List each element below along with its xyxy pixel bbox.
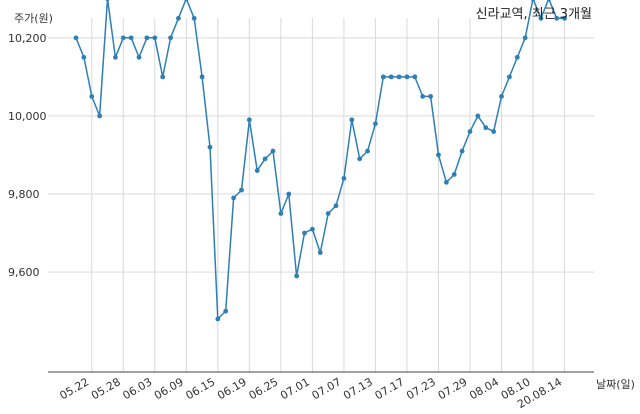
x-tick-label: 07.01: [278, 375, 312, 402]
x-tick-label: 05.22: [57, 375, 91, 402]
data-point: [89, 94, 95, 99]
series-line-layer: [75, 0, 565, 320]
y-axis-title: 주가(원): [14, 12, 53, 25]
data-point: [207, 144, 213, 150]
data-point: [97, 113, 103, 119]
data-point: [554, 15, 560, 21]
data-point: [144, 35, 150, 41]
data-point: [341, 175, 347, 181]
data-point: [530, 0, 536, 2]
data-point: [546, 0, 551, 2]
data-point: [168, 35, 173, 41]
data-point: [373, 121, 378, 127]
data-point: [294, 273, 300, 279]
data-point: [325, 211, 331, 216]
data-point: [412, 74, 418, 80]
y-tick-label: 9,800: [8, 188, 40, 201]
data-point: [396, 74, 402, 80]
data-point: [81, 54, 87, 60]
data-point: [538, 15, 544, 21]
data-point: [428, 94, 433, 99]
data-point: [191, 15, 197, 21]
data-point: [246, 117, 252, 123]
grid-lines: [48, 18, 594, 372]
data-point: [105, 0, 110, 2]
x-tick-label: 08.04: [467, 375, 501, 402]
data-point: [317, 250, 323, 255]
data-point: [475, 113, 481, 119]
x-tick-label: 07.29: [436, 375, 470, 402]
data-point: [514, 54, 520, 60]
data-point: [333, 203, 339, 209]
data-point: [239, 187, 244, 193]
data-point: [73, 35, 79, 41]
data-point: [215, 316, 221, 322]
data-point: [160, 74, 166, 80]
y-tick-label: 10,200: [8, 32, 47, 45]
data-point: [491, 129, 497, 134]
data-point: [467, 129, 473, 134]
data-point: [310, 226, 315, 232]
data-point: [120, 35, 126, 41]
x-tick-label: 06.09: [152, 375, 186, 402]
data-point: [499, 94, 504, 99]
y-tick-labels: 9,600 9,800 10,000 10,200: [8, 32, 47, 279]
x-tick-labels: 05.2205.2806.0306.0906.1506.1906.2507.01…: [57, 375, 564, 411]
x-tick-label: 07.13: [341, 375, 375, 402]
x-tick-label: 06.03: [121, 375, 155, 402]
data-point: [507, 74, 512, 80]
data-point: [451, 172, 457, 177]
x-tick-label: 06.25: [247, 375, 281, 402]
data-point: [199, 74, 205, 80]
data-point: [357, 156, 363, 162]
data-point: [262, 156, 268, 162]
x-tick-label: 07.23: [404, 375, 438, 402]
data-point: [302, 230, 307, 236]
y-tick-label: 9,600: [8, 266, 40, 279]
data-point: [184, 0, 189, 2]
data-point: [278, 211, 284, 216]
x-tick-label: 07.07: [310, 375, 344, 402]
data-point: [254, 168, 260, 173]
data-point: [152, 35, 158, 41]
y-tick-label: 10,000: [8, 110, 47, 123]
data-point: [436, 152, 441, 158]
data-point: [404, 74, 410, 80]
data-points: [73, 0, 567, 322]
data-point: [113, 54, 118, 60]
series-line: [75, 0, 565, 320]
data-point: [223, 308, 229, 314]
data-point: [562, 15, 567, 21]
x-tick-label: 05.28: [89, 375, 123, 402]
chart-title: 신라교역, 최근 3개월: [476, 7, 592, 22]
data-point: [365, 148, 370, 154]
data-point: [231, 195, 237, 201]
data-point: [349, 117, 355, 123]
x-tick-label: 07.17: [373, 375, 407, 402]
data-point: [388, 74, 394, 80]
x-tick-label: 06.19: [215, 375, 249, 402]
x-axis-title: 날짜(일): [596, 377, 635, 391]
data-point: [522, 35, 528, 41]
data-point: [443, 179, 449, 185]
data-point: [483, 125, 489, 131]
data-point: [420, 94, 426, 99]
data-point: [286, 191, 292, 197]
data-point: [128, 35, 134, 41]
data-point: [136, 54, 142, 60]
x-tick-label: 06.15: [184, 375, 218, 402]
data-point: [459, 148, 465, 154]
data-point: [270, 148, 276, 154]
data-point: [380, 74, 386, 80]
data-point: [176, 15, 181, 21]
